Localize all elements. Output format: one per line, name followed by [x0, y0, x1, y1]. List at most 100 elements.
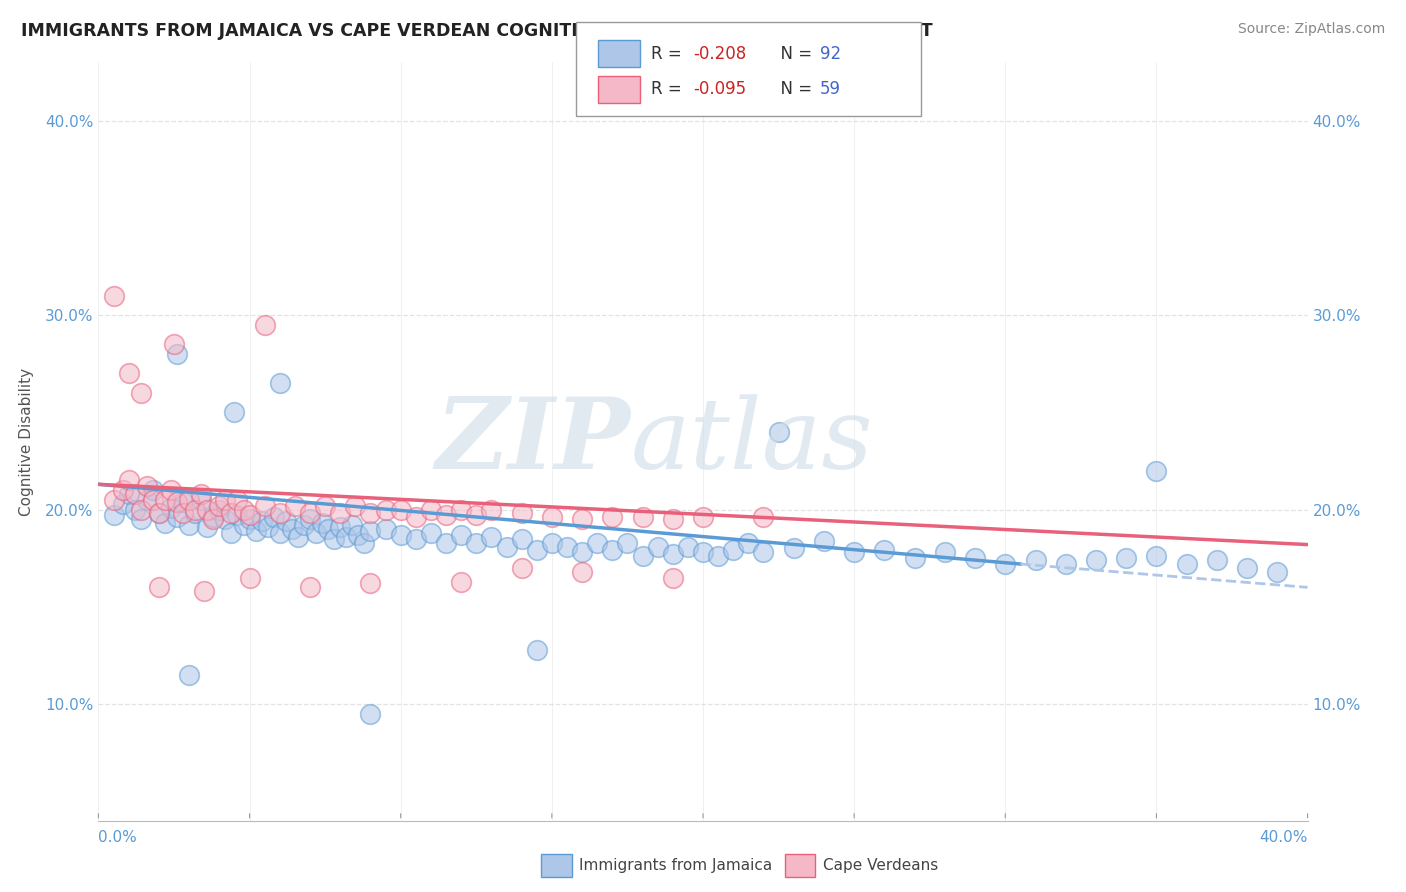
Point	[299, 512, 322, 526]
Text: R =: R =	[651, 45, 688, 62]
Point	[661, 571, 683, 585]
Point	[481, 502, 503, 516]
Text: -0.208: -0.208	[693, 45, 747, 62]
Point	[193, 584, 215, 599]
Point	[571, 512, 593, 526]
Y-axis label: Cognitive Disability: Cognitive Disability	[18, 368, 34, 516]
Point	[405, 532, 427, 546]
Point	[723, 543, 745, 558]
Point	[284, 499, 307, 513]
Point	[172, 495, 194, 509]
Text: ZIP: ZIP	[436, 393, 630, 490]
Point	[179, 668, 201, 682]
Point	[540, 510, 562, 524]
Point	[707, 549, 730, 564]
Point	[253, 318, 276, 332]
Point	[239, 512, 262, 526]
Point	[190, 492, 212, 507]
Point	[329, 507, 352, 521]
Point	[163, 337, 186, 351]
Point	[103, 492, 125, 507]
Text: N =: N =	[770, 80, 818, 98]
Point	[934, 545, 956, 559]
Point	[184, 502, 207, 516]
Point	[142, 483, 165, 497]
Point	[389, 528, 412, 542]
Point	[148, 507, 170, 521]
Point	[179, 492, 201, 507]
Point	[269, 376, 291, 391]
Point	[434, 508, 457, 523]
Point	[172, 507, 194, 521]
Point	[124, 502, 146, 516]
Point	[526, 642, 548, 657]
Point	[160, 500, 183, 515]
Point	[103, 289, 125, 303]
Point	[287, 530, 309, 544]
Text: atlas: atlas	[630, 394, 873, 489]
Point	[450, 574, 472, 589]
Text: -0.095: -0.095	[693, 80, 747, 98]
Point	[602, 543, 624, 558]
Point	[844, 545, 866, 559]
Point	[752, 545, 775, 559]
Point	[299, 580, 322, 594]
Point	[329, 520, 352, 534]
Point	[1085, 553, 1108, 567]
Point	[481, 530, 503, 544]
Point	[148, 507, 170, 521]
Text: 92: 92	[820, 45, 841, 62]
Point	[232, 518, 254, 533]
Point	[768, 425, 790, 439]
Point	[221, 507, 243, 521]
Text: Cape Verdeans: Cape Verdeans	[823, 858, 938, 872]
Point	[360, 706, 382, 721]
Point	[135, 479, 157, 493]
Point	[160, 483, 183, 497]
Text: IMMIGRANTS FROM JAMAICA VS CAPE VERDEAN COGNITIVE DISABILITY CORRELATION CHART: IMMIGRANTS FROM JAMAICA VS CAPE VERDEAN …	[21, 22, 932, 40]
Point	[526, 543, 548, 558]
Point	[965, 551, 987, 566]
Point	[631, 510, 654, 524]
Point	[1054, 557, 1077, 571]
Point	[221, 525, 243, 540]
Point	[374, 502, 396, 516]
Point	[586, 535, 609, 549]
Text: N =: N =	[770, 45, 818, 62]
Point	[103, 508, 125, 523]
Point	[994, 557, 1017, 571]
Point	[305, 525, 328, 540]
Point	[299, 507, 322, 521]
Point	[342, 518, 364, 533]
Point	[256, 520, 278, 534]
Point	[323, 532, 346, 546]
Point	[405, 510, 427, 524]
Point	[1144, 549, 1167, 564]
Point	[274, 514, 297, 528]
Point	[263, 510, 285, 524]
Point	[510, 561, 533, 575]
Point	[752, 510, 775, 524]
Point	[269, 525, 291, 540]
Point	[661, 547, 683, 561]
Point	[1175, 557, 1198, 571]
Point	[226, 492, 249, 507]
Point	[374, 522, 396, 536]
Point	[232, 502, 254, 516]
Point	[420, 525, 443, 540]
Point	[239, 508, 262, 523]
Point	[676, 540, 699, 554]
Text: Immigrants from Jamaica: Immigrants from Jamaica	[579, 858, 772, 872]
Point	[195, 502, 218, 516]
Point	[450, 528, 472, 542]
Point	[129, 512, 152, 526]
Point	[208, 502, 231, 516]
Point	[118, 367, 141, 381]
Point	[616, 535, 638, 549]
Point	[602, 510, 624, 524]
Point	[555, 540, 578, 554]
Point	[214, 492, 236, 507]
Point	[873, 543, 896, 558]
Point	[1024, 553, 1046, 567]
Point	[129, 502, 152, 516]
